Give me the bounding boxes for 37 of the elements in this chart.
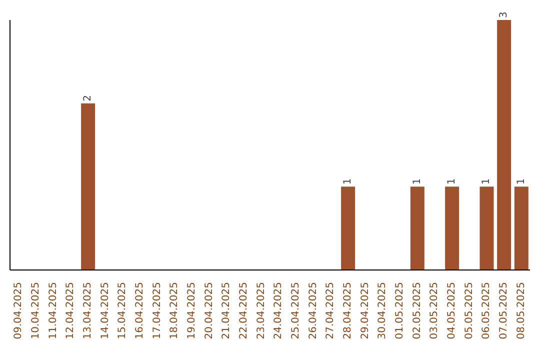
- x-tick-label: 23.04.2025: [256, 282, 267, 340]
- x-tick-label: 26.04.2025: [308, 282, 319, 340]
- x-tick-label: 17.04.2025: [152, 282, 163, 340]
- x-tick-label: 01.05.2025: [394, 282, 406, 340]
- data-label: 1: [446, 178, 458, 185]
- x-tick-label: 04.05.2025: [446, 282, 458, 340]
- x-tick-label: 06.05.2025: [481, 282, 492, 340]
- x-tick-label: 28.04.2025: [342, 282, 354, 340]
- data-label: 1: [481, 178, 492, 185]
- x-tick-label: 03.05.2025: [429, 282, 440, 340]
- x-tick-label: 09.04.2025: [13, 282, 24, 340]
- x-tick-label: 16.04.2025: [134, 282, 146, 340]
- data-label: 1: [516, 178, 527, 185]
- x-tick-label: 15.04.2025: [117, 282, 128, 340]
- x-tick-label: 20.04.2025: [204, 282, 215, 340]
- x-tick-label: 29.04.2025: [360, 282, 371, 340]
- x-tick-label: 21.04.2025: [221, 282, 232, 340]
- x-tick-label: 12.04.2025: [65, 282, 76, 340]
- x-tick-label: 30.04.2025: [377, 282, 388, 340]
- x-tick-label: 02.05.2025: [412, 282, 423, 340]
- x-tick-label: 27.04.2025: [325, 282, 336, 340]
- x-tick-label: 14.04.2025: [100, 282, 111, 340]
- x-tick-label: 24.04.2025: [273, 282, 284, 340]
- data-label: 1: [412, 178, 423, 185]
- data-label: 2: [82, 94, 94, 102]
- x-tick-label: 18.04.2025: [169, 282, 180, 340]
- x-tick-label: 08.05.2025: [516, 282, 527, 340]
- x-tick-label: 10.04.2025: [30, 282, 42, 340]
- x-tick-label: 22.04.2025: [238, 282, 250, 340]
- x-tick-label: 19.04.2025: [186, 282, 198, 340]
- x-tick-label: 25.04.2025: [290, 282, 302, 340]
- data-label: 3: [498, 12, 510, 18]
- x-tick-label: 11.04.2025: [48, 282, 59, 340]
- data-label: 1: [342, 178, 354, 185]
- x-tick-label: 07.05.2025: [498, 282, 510, 340]
- x-tick-label: 05.05.2025: [464, 282, 475, 340]
- x-tick-label: 13.04.2025: [82, 282, 94, 340]
